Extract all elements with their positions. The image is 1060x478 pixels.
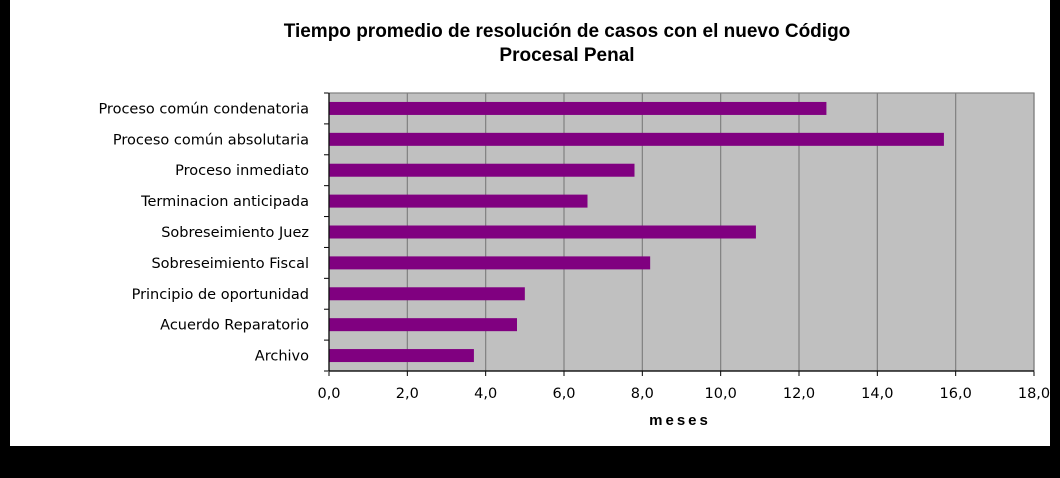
category-label: Acuerdo Reparatorio (160, 318, 309, 334)
bar (329, 287, 525, 301)
x-tick-label: 6,0 (552, 386, 575, 402)
category-label: Proceso inmediato (175, 163, 309, 179)
x-tick-label: 14,0 (861, 386, 893, 402)
bar (329, 163, 635, 177)
bar (329, 194, 588, 208)
x-tick-label: 10,0 (705, 386, 737, 402)
category-label: Archivo (255, 349, 309, 365)
x-tick-label: 2,0 (396, 386, 419, 402)
x-tick-label: 8,0 (631, 386, 654, 402)
category-label: Terminacion anticipada (140, 194, 309, 210)
bar (329, 132, 944, 146)
category-label: Principio de oportunidad (132, 287, 309, 303)
category-label: Proceso común condenatoria (98, 101, 309, 117)
bar (329, 256, 651, 270)
bar (329, 101, 827, 115)
category-label: Sobreseimiento Juez (161, 225, 309, 241)
plot-area: 0,0 2,0 4,0 6,0 8,0 10,0 12,0 14,0 16,0 18,0 Proce… (98, 92, 1050, 402)
x-tick-label: 0,0 (317, 386, 340, 402)
x-axis-label: meses (649, 412, 711, 429)
category-label: Sobreseimiento Fiscal (151, 256, 309, 272)
x-tick-label: 16,0 (940, 386, 972, 402)
chart-title-line-2: Procesal Penal (499, 45, 634, 66)
bar (329, 225, 756, 239)
chart-title-line-1: Tiempo promedio de resolución de casos c… (284, 21, 851, 42)
x-tick-label: 4,0 (474, 386, 497, 402)
x-tick-label: 12,0 (783, 386, 815, 402)
x-tick-label: 18,0 (1018, 386, 1050, 402)
bar (329, 318, 517, 332)
bar (329, 349, 474, 363)
category-label: Proceso común absolutaria (113, 132, 309, 148)
